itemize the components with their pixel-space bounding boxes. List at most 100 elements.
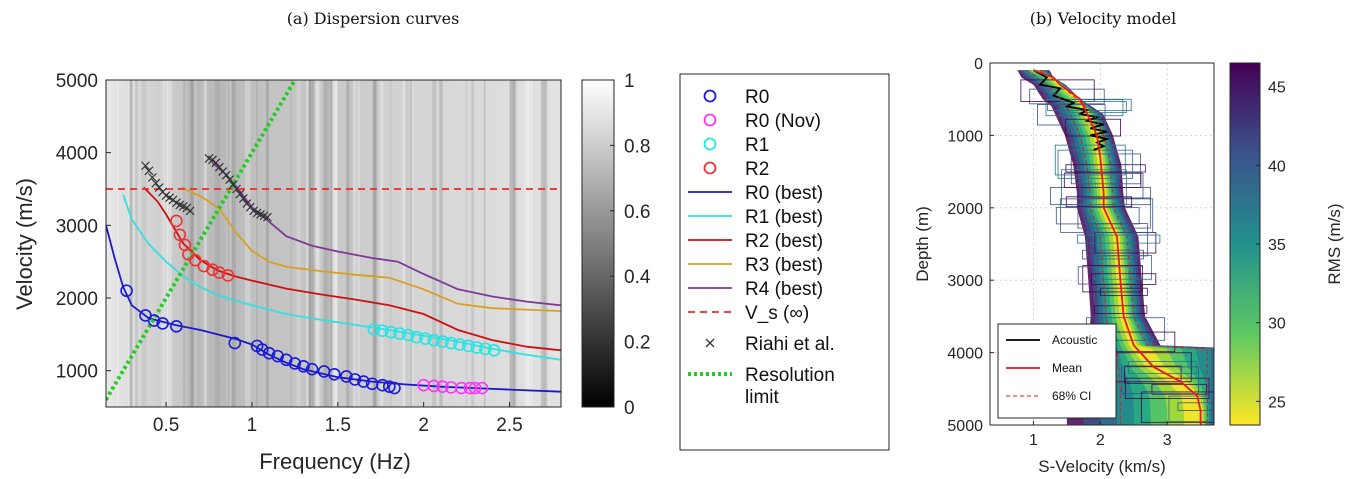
legend-entry-resolution-limit: Resolution limit bbox=[688, 365, 835, 408]
series-r1-point bbox=[410, 330, 424, 344]
legend-entry-r0: R0 bbox=[703, 87, 769, 108]
legend-entry-68-ci: 68% CI bbox=[1006, 389, 1091, 403]
series-riahi-et-al-point bbox=[144, 166, 154, 176]
series-r0-point bbox=[340, 370, 353, 383]
series-r1-best-line bbox=[122, 194, 561, 361]
panel-b-colorbar-tick-label: 25 bbox=[1268, 394, 1286, 411]
panel-b-colorbar-tick-label: 40 bbox=[1268, 158, 1286, 175]
series-riahi-et-al-point bbox=[141, 161, 150, 171]
legend-label: R2 bbox=[745, 159, 769, 180]
legend-entry-r0-nov: R0 (Nov) bbox=[703, 111, 821, 132]
panel-a-colorbar-tick-label: 0 bbox=[624, 398, 635, 419]
panel-b-y-tick-label: 2000 bbox=[947, 201, 983, 218]
series-r0-nov-point bbox=[436, 380, 449, 393]
panel-b-colorbar-tick-label: 30 bbox=[1268, 316, 1286, 333]
series-r0-point bbox=[170, 320, 183, 333]
panel-b-title: (b) Velocity model bbox=[1030, 9, 1176, 28]
panel-a-colorbar-tick-label: 1 bbox=[624, 71, 635, 92]
series-mean-line bbox=[1033, 69, 1202, 425]
series-r2-point bbox=[173, 228, 187, 242]
panel-a-colorbar-tick-label: 0.4 bbox=[624, 267, 651, 288]
series-r1-point bbox=[470, 341, 484, 354]
series-r2-point bbox=[170, 214, 183, 228]
legend-label: Resolution limit bbox=[745, 365, 835, 408]
series-riahi-et-al-point bbox=[221, 170, 231, 180]
panel-b-colorbar bbox=[1229, 62, 1261, 426]
legend-entry-mean: Mean bbox=[1006, 361, 1082, 375]
series-r2-point bbox=[206, 263, 219, 276]
series-riahi-et-al-point bbox=[211, 158, 221, 168]
panel-b-x-tick-label: 3 bbox=[1163, 432, 1172, 449]
series-r0-point bbox=[376, 378, 389, 392]
panel-a-plot-area bbox=[106, 80, 561, 401]
panel-a-colorbar bbox=[581, 79, 615, 408]
legend-entry-v-s: V_s (∞) bbox=[688, 303, 809, 324]
series-riahi-et-al-point bbox=[151, 178, 161, 188]
legend-label: V_s (∞) bbox=[745, 303, 809, 324]
series-riahi-et-al-point bbox=[214, 162, 224, 172]
series-r1-point bbox=[487, 344, 501, 357]
legend-label: Riahi et al. bbox=[745, 334, 835, 355]
series-r1-point bbox=[427, 333, 441, 347]
series-r0-nov-point bbox=[468, 381, 482, 395]
panel-a-colorbar-tick-label: 0.6 bbox=[624, 202, 650, 223]
series-riahi-et-al-point bbox=[225, 175, 235, 184]
series-r0-point bbox=[348, 373, 362, 386]
series-r0-nov-point bbox=[455, 381, 468, 395]
series-r0-nov-point bbox=[475, 381, 489, 395]
panel-a-y-tick-label: 4000 bbox=[56, 144, 98, 165]
legend-entry-r1-best: R1 (best) bbox=[688, 207, 823, 228]
panel-a-colorbar-tick-label: 0.2 bbox=[624, 333, 650, 354]
series-r0-point bbox=[297, 360, 310, 373]
series-r1-point bbox=[401, 328, 415, 342]
panel-a-x-tick-label: 1.5 bbox=[325, 415, 351, 436]
legend-entry-r4-best: R4 (best) bbox=[688, 279, 823, 300]
legend-label: Mean bbox=[1052, 361, 1082, 375]
legend-label: 68% CI bbox=[1052, 389, 1091, 403]
series-resolution-limit-line bbox=[106, 80, 297, 401]
panel-a-colorbar-tick-label: 0.8 bbox=[624, 136, 650, 157]
series-r1-point bbox=[367, 322, 381, 336]
legend-label: R4 (best) bbox=[745, 279, 823, 300]
legend-label: R0 bbox=[745, 87, 769, 108]
series-r0-point bbox=[383, 380, 396, 393]
series-r0-point bbox=[328, 367, 341, 381]
series-r1-point bbox=[384, 325, 398, 339]
series-riahi-et-al-point bbox=[232, 184, 241, 194]
panel-b-y-tick-label: 1000 bbox=[947, 128, 983, 145]
panel-a-y-axis-label: Velocity (m/s) bbox=[12, 178, 37, 310]
series-riahi-et-al-point bbox=[262, 212, 272, 222]
series-r2-point bbox=[221, 269, 235, 282]
series-r1-point bbox=[393, 327, 406, 340]
series-r0-point bbox=[305, 362, 319, 376]
panel-b-y-tick-label: 5000 bbox=[947, 418, 983, 435]
series-r2-best-line bbox=[143, 186, 561, 352]
series-r3-best-line bbox=[181, 186, 561, 312]
series-r0-nov-point bbox=[427, 379, 441, 393]
series-riahi-et-al-point bbox=[228, 180, 238, 190]
panel-b-y-tick-label: 4000 bbox=[947, 346, 983, 363]
legend-entry-r2-best: R2 (best) bbox=[688, 231, 823, 252]
panel-b-frame bbox=[989, 62, 1215, 426]
series-r1-point bbox=[479, 342, 492, 356]
series-r0-point bbox=[120, 284, 133, 298]
legend-label: Acoustic bbox=[1052, 333, 1097, 347]
panel-a-legend bbox=[679, 73, 890, 451]
series-r0-nov-point bbox=[463, 381, 477, 395]
legend-entry-r3-best: R3 (best) bbox=[688, 255, 823, 276]
series-riahi-et-al-point bbox=[235, 189, 245, 199]
panel-a-x-tick-label: 0.5 bbox=[153, 415, 179, 436]
series-r1-point bbox=[461, 339, 475, 353]
legend-label: R0 (Nov) bbox=[745, 111, 821, 132]
series-r0-point bbox=[388, 381, 401, 395]
series-riahi-et-al-point bbox=[185, 206, 195, 216]
series-riahi-et-al-point bbox=[154, 183, 164, 192]
series-r1-point bbox=[419, 332, 432, 345]
series-r0-point bbox=[357, 375, 370, 388]
legend-entry-r2: R2 bbox=[703, 159, 769, 180]
panel-b-x-tick-label: 2 bbox=[1096, 432, 1105, 449]
series-r1-point bbox=[376, 324, 389, 338]
series-acoustic-line bbox=[1033, 69, 1111, 151]
series-r1-point bbox=[444, 336, 458, 350]
panel-b-y-tick-label: 0 bbox=[974, 56, 983, 73]
